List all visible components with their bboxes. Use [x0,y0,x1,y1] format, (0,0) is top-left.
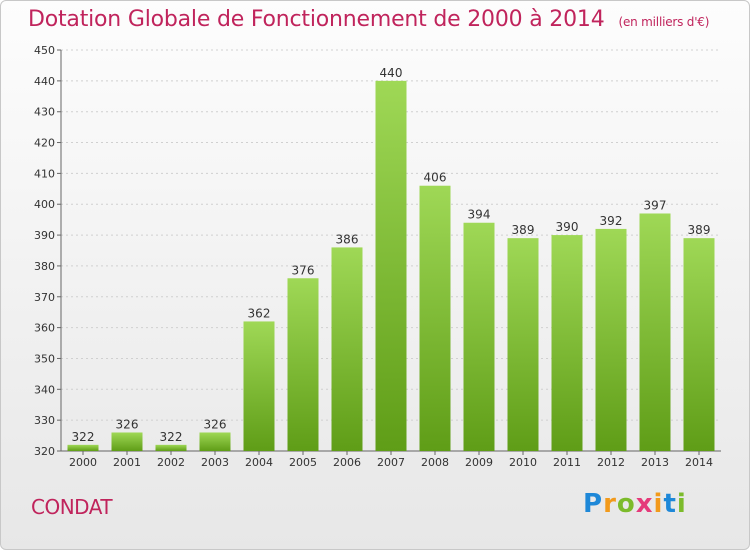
data-label: 326 [116,417,139,431]
x-tick-label: 2012 [597,456,625,469]
bar [463,222,495,451]
data-label: 389 [512,223,535,237]
x-tick-label: 2009 [465,456,493,469]
x-tick-label: 2007 [377,456,405,469]
logo-letter: x [635,489,654,519]
x-tick-label: 2008 [421,456,449,469]
axes: 320 330 340 350 360 370 380 390 400 410 420 430 440 4… [34,44,721,469]
bar [155,444,187,451]
commune-name: CONDAT [31,495,113,519]
data-label: 322 [72,430,95,444]
bar [67,444,99,451]
logo-letter: P [583,489,604,519]
y-tick-label: 340 [34,383,55,396]
y-tick-label: 330 [34,414,55,427]
data-label: 394 [468,208,491,222]
x-tick-label: 2010 [509,456,537,469]
y-tick-label: 400 [34,198,55,211]
x-tick-label: 2004 [245,456,273,469]
bar [639,213,671,451]
data-label: 440 [380,66,403,80]
chart-unit: (en milliers d'€) [618,15,710,29]
data-labels: 322 326 322 326 362 376 386 440 406 394 389 390 392 3… [72,66,711,444]
bar [683,238,715,451]
logo-letter: i [676,489,687,519]
bar [111,432,143,451]
y-tick-label: 430 [34,106,55,119]
x-tick-label: 2003 [201,456,229,469]
y-tick-label: 390 [34,229,55,242]
logo-letter: o [616,489,636,519]
bar [551,235,583,451]
x-tick-label: 2006 [333,456,361,469]
x-tick-label: 2011 [553,456,581,469]
x-tick-label: 2013 [641,456,669,469]
y-tick-label: 320 [34,445,55,458]
data-label: 376 [292,263,315,277]
y-tick-label: 420 [34,137,55,150]
chart-title: Dotation Globale de Fonctionnement de 20… [28,7,709,32]
y-tick-label: 450 [34,44,55,57]
proxiti-logo: Proxiti [583,489,687,519]
x-tick-label: 2014 [685,456,713,469]
data-label: 326 [204,417,227,431]
y-tick-label: 350 [34,352,55,365]
y-tick-label: 410 [34,167,55,180]
logo-letter: i [653,489,664,519]
bar [595,228,627,451]
data-label: 362 [248,306,271,320]
bar [375,80,407,451]
logo-letter: t [663,489,677,519]
bar [199,432,231,451]
x-tick-label: 2000 [69,456,97,469]
data-label: 397 [644,198,667,212]
data-label: 322 [160,430,183,444]
logo-letter: r [603,489,617,519]
bar [287,278,319,451]
data-label: 390 [556,220,579,234]
bars [67,80,715,451]
x-tick-label: 2001 [113,456,141,469]
data-label: 392 [600,214,623,228]
data-label: 406 [424,171,447,185]
x-tick-label: 2002 [157,456,185,469]
y-tick-label: 380 [34,260,55,273]
bar [331,247,363,451]
data-label: 389 [688,223,711,237]
bar [419,185,451,451]
y-tick-label: 370 [34,291,55,304]
bar [507,238,539,451]
y-tick-label: 360 [34,322,55,335]
chart-title-text: Dotation Globale de Fonctionnement de 20… [28,7,605,32]
y-tick-label: 440 [34,75,55,88]
x-tick-label: 2005 [289,456,317,469]
bar [243,321,275,451]
data-label: 386 [336,232,359,246]
